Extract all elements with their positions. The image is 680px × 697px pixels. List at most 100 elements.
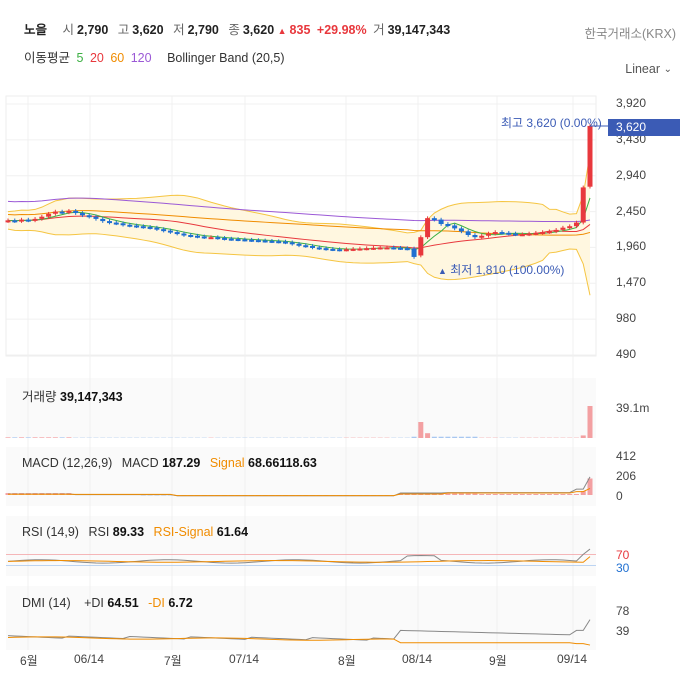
close-label: 종 <box>228 23 240 37</box>
candle-body <box>255 240 261 243</box>
rsi-signal-value: 61.64 <box>216 525 249 539</box>
macd-tick-label: 206 <box>616 469 637 483</box>
date-tick-label: 6월 <box>20 654 38 668</box>
candle-body <box>127 224 133 227</box>
volume-panel-title: 거래량 39,147,343 <box>22 386 123 405</box>
volume-bar <box>5 437 11 438</box>
candle-body <box>46 213 52 217</box>
macd-histogram-bar <box>472 493 478 495</box>
price-tick-label: 2,940 <box>616 167 647 182</box>
candle-body <box>147 226 153 229</box>
macd-histogram-bar <box>587 478 593 495</box>
volume-bar <box>59 437 65 438</box>
candle-body <box>228 238 234 241</box>
open-value: 2,790 <box>77 23 109 37</box>
candle-body <box>59 211 65 214</box>
candle-body <box>12 220 18 223</box>
candle-body <box>107 221 113 224</box>
indicator-legend: 이동평균 5 20 60 120 Bollinger Band (20,5) <box>24 47 288 66</box>
min-price-label: ▲ 최저 1,810 (100.00%) <box>438 261 564 278</box>
candle-body <box>533 232 539 235</box>
macd-panel-title: MACD (12,26,9) MACD 187.29 Signal 68.661… <box>22 456 317 470</box>
candle-body <box>384 247 390 250</box>
candle-body <box>364 248 370 251</box>
price-tick-label: 490 <box>616 347 637 361</box>
macd-histogram-bar <box>567 494 573 495</box>
scale-select[interactable]: Linear <box>625 62 660 76</box>
bollinger-lower-line <box>7 228 591 296</box>
macd-signal-line <box>8 487 591 497</box>
macd-histogram-bar <box>519 494 525 495</box>
candle-body <box>350 248 356 251</box>
price-tick-label: 3,920 <box>616 96 647 110</box>
ma60-label: 60 <box>110 51 125 65</box>
candle-body <box>479 235 485 238</box>
candle-body <box>553 229 559 232</box>
volume-bar <box>418 422 424 438</box>
mdi-label: -DI <box>148 596 165 610</box>
candle-body <box>93 216 99 219</box>
candle-body <box>492 232 498 235</box>
candle-body <box>337 249 343 252</box>
macd-signal-label: Signal <box>209 456 245 470</box>
volume-bar <box>425 433 431 438</box>
dmi-tick-label: 78 <box>616 604 630 618</box>
open-label: 시 <box>62 23 75 37</box>
dmi-panel-title: DMI (14) +DI 64.51 -DI 6.72 <box>22 596 193 610</box>
candle-body <box>573 222 579 227</box>
volume-bar <box>445 436 451 438</box>
date-tick-label: 07/14 <box>229 652 260 666</box>
indicator-panel-bg <box>6 516 596 576</box>
high-value: 3,620 <box>132 23 164 37</box>
volume-bar <box>452 436 458 438</box>
exchange-label: 한국거래소(KRX) <box>584 27 676 41</box>
candle-body <box>567 226 573 229</box>
candle-body <box>296 243 302 246</box>
change-arrow-icon: ▲ <box>277 26 287 36</box>
macd-histogram-bar <box>580 491 586 495</box>
candle-body <box>546 231 552 234</box>
candle-body <box>194 235 200 238</box>
price-tick-label: 2,450 <box>616 203 647 218</box>
low-value: 2,790 <box>187 23 219 37</box>
volume-bar <box>587 406 593 438</box>
candle-body <box>181 233 187 236</box>
candle-body <box>5 220 11 223</box>
candle-body <box>73 210 79 214</box>
candle-body <box>249 239 255 242</box>
candle-body <box>587 125 593 187</box>
candle-body <box>140 226 146 229</box>
candle-body <box>526 233 532 236</box>
candle-body <box>134 225 140 228</box>
chevron-down-icon[interactable]: ⌄ <box>663 64 672 75</box>
macd-signal-value: 68.66118.63 <box>248 456 317 470</box>
candle-body <box>506 232 512 235</box>
macd-tick-label: 0 <box>616 489 623 503</box>
volume-value: 39,147,343 <box>387 23 451 37</box>
rsi-label: RSI <box>88 525 110 539</box>
candle-body <box>560 227 566 230</box>
dmi-minus-line <box>7 636 591 646</box>
macd-histogram-bar <box>452 493 458 495</box>
candle-body <box>86 215 92 218</box>
date-tick-label: 9월 <box>489 654 507 668</box>
volume-tick: 39.1m <box>616 401 650 415</box>
candle-body <box>445 224 451 227</box>
candle-body <box>32 218 38 221</box>
date-tick-label: 8월 <box>338 654 356 668</box>
change-value: 835 <box>289 23 311 37</box>
candle-body <box>425 218 431 238</box>
candle-body <box>66 210 72 213</box>
indicator-panel-bg <box>6 378 596 438</box>
macd-label: MACD <box>121 456 159 470</box>
macd-histogram-bar <box>526 494 532 495</box>
rsi-line <box>7 548 591 564</box>
macd-tick-label: 412 <box>616 449 637 463</box>
candle-body <box>431 218 437 221</box>
mdi-value: 6.72 <box>168 596 193 610</box>
macd-histogram-bar <box>553 494 559 495</box>
volume-bar <box>66 437 72 438</box>
candle-body <box>52 211 58 214</box>
candle-body <box>19 219 25 222</box>
